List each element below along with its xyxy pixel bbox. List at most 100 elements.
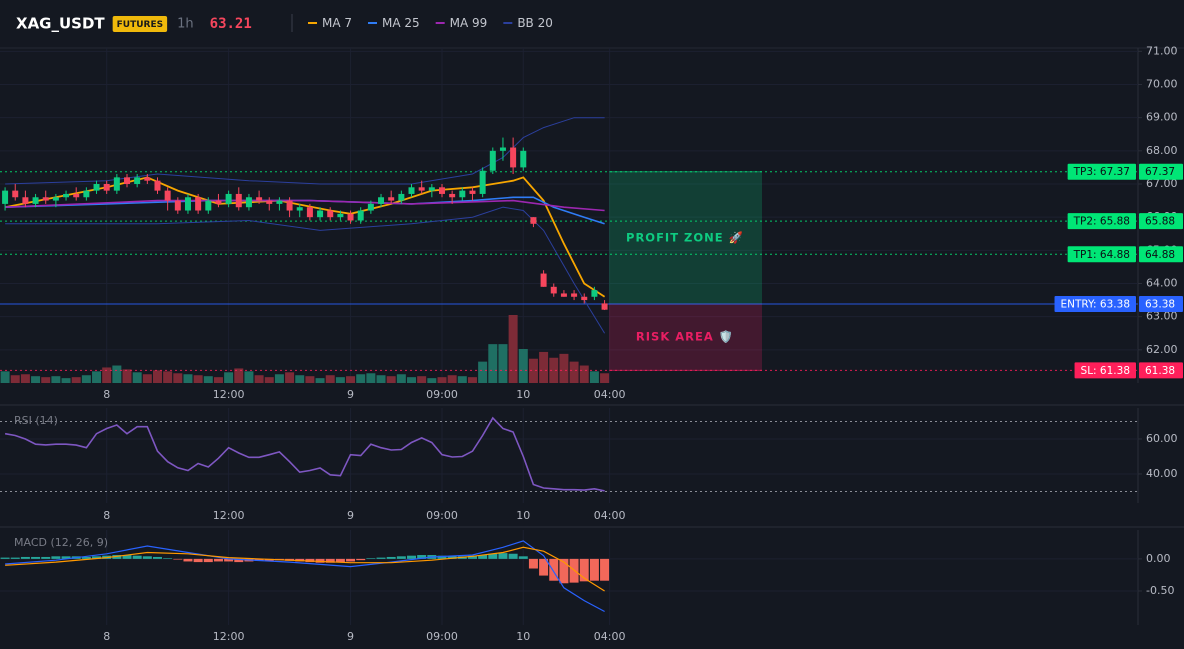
badge: FUTURES (117, 20, 163, 30)
candle-body (184, 197, 191, 211)
price-tag: 67.37 (1145, 166, 1175, 178)
volume-bar (376, 375, 386, 383)
macd-histogram-bar (488, 553, 498, 559)
volume-bar (224, 372, 234, 383)
level-tag-bg (1067, 246, 1136, 263)
candle-body (428, 187, 435, 191)
macd-histogram-bar (152, 556, 162, 559)
macd-histogram-bar (163, 558, 173, 559)
candle-body (510, 147, 517, 168)
volume-bar (417, 376, 427, 383)
macd-histogram-bar (407, 555, 417, 559)
candle-body (215, 200, 222, 204)
price-tag-bg (1139, 246, 1183, 263)
volume-bar (407, 377, 417, 383)
candle-body (530, 217, 537, 224)
volume-bar (366, 373, 376, 383)
volume-bar (285, 372, 295, 383)
x-tick-label: 04:00 (594, 509, 626, 522)
y-tick-label: 70.00 (1146, 77, 1178, 90)
candle-body (347, 213, 354, 221)
x-tick-label: 09:00 (426, 630, 458, 643)
x-tick-label: 10 (516, 630, 530, 643)
macd-histogram-bar (447, 556, 457, 559)
macd-histogram-bar (81, 556, 91, 559)
level-tag: ENTRY: 63.38 (1061, 299, 1130, 311)
y-tick-label: 62.00 (1146, 343, 1178, 356)
macd-histogram-bar (132, 555, 142, 559)
price-tag: 61.38 (1145, 365, 1175, 377)
candle-body (195, 197, 202, 211)
volume-bar (71, 377, 81, 383)
price-tag: 63.38 (1145, 299, 1175, 311)
level-tag: SL: 61.38 (1081, 365, 1130, 377)
price-tag-bg (1139, 163, 1183, 180)
x-tick-label: 12:00 (213, 388, 245, 401)
volume-bar (81, 375, 91, 383)
volume-bar (234, 368, 244, 383)
ma-line (5, 196, 605, 225)
price-tag-bg (1139, 362, 1183, 379)
x-tick-label: 9 (347, 509, 354, 522)
pane (0, 408, 1138, 503)
volume-bar (193, 375, 203, 383)
volume-bar (457, 376, 467, 383)
candle-body (113, 177, 120, 191)
candle-body (571, 293, 578, 297)
macd-histogram-bar (61, 556, 71, 559)
volume-bar (488, 344, 498, 383)
volume-bar (51, 376, 61, 383)
candle-body (134, 177, 141, 184)
macd-histogram-bar (518, 556, 528, 559)
candle-body (83, 190, 90, 198)
macd-histogram-bar (589, 558, 599, 581)
candle-body (266, 200, 273, 204)
level-tag-bg (1074, 362, 1136, 379)
candle-body (63, 193, 70, 198)
candle-body (2, 190, 9, 204)
macd-histogram-bar (356, 558, 366, 561)
macd-histogram-bar (508, 553, 518, 559)
volume-bar (346, 376, 356, 383)
rsi-line (4, 416, 605, 492)
candle-body (296, 207, 303, 211)
candle-body (327, 210, 334, 218)
candle-body (154, 180, 161, 191)
volume-bar (335, 377, 345, 383)
x-tick-label: 09:00 (426, 388, 458, 401)
candle-body (103, 183, 110, 191)
volume-bar (437, 377, 447, 383)
last-price: 63.21 (210, 16, 252, 32)
macd-histogram-bar (31, 556, 41, 559)
macd-histogram-bar (600, 558, 610, 581)
volume-bar (92, 371, 102, 383)
macd-histogram-bar (478, 555, 488, 559)
price-tag: 65.88 (1145, 216, 1175, 228)
macd-histogram-bar (183, 558, 193, 562)
candle-body (93, 183, 100, 191)
y-tick-label: 63.00 (1146, 310, 1178, 323)
ma-line (5, 199, 605, 212)
level-tag-bg (1054, 296, 1136, 313)
level-tag: TP1: 64.88 (1073, 249, 1130, 261)
candle-body (357, 210, 364, 221)
y-tick-label: 64.00 (1146, 276, 1178, 289)
candle-body (225, 193, 232, 204)
macd-histogram-bar (10, 557, 20, 559)
candle-body (398, 193, 405, 201)
volume-bar (528, 358, 538, 383)
macd-histogram-bar (112, 555, 122, 559)
macd-histogram-bar (396, 556, 406, 559)
candle-body (367, 203, 374, 211)
volume-bar (498, 344, 508, 383)
candle-body (205, 200, 212, 211)
candle-body (12, 190, 19, 198)
x-tick-label: 8 (103, 630, 110, 643)
volume-bar (20, 374, 30, 383)
price-tag-bg (1139, 213, 1183, 230)
volume-bar (396, 374, 406, 383)
candle-body (164, 190, 171, 201)
volume-bar (0, 371, 10, 383)
zone (609, 171, 762, 305)
